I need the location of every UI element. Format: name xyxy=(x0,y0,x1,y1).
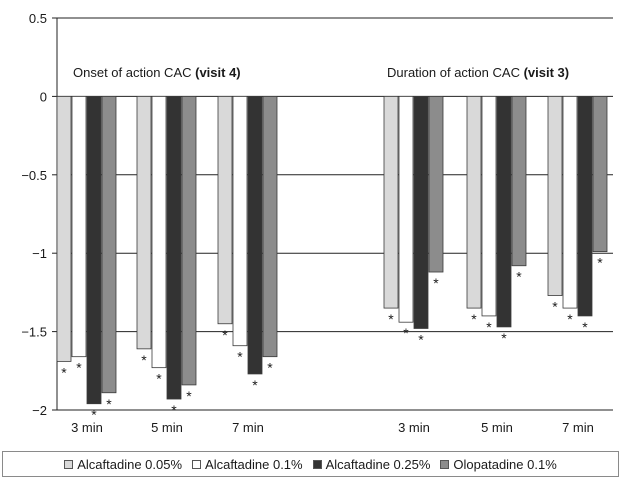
legend-item-alcaftadine-005: Alcaftadine 0.05% xyxy=(64,457,182,472)
significance-star: * xyxy=(433,275,439,291)
significance-star: * xyxy=(156,371,162,387)
panel-titles: Onset of action CAC (visit 4) Duration of… xyxy=(73,65,569,80)
significance-star: * xyxy=(471,311,477,327)
significance-star: * xyxy=(582,319,588,335)
panel-title: Onset of action CAC (visit 4) xyxy=(73,65,241,80)
y-tick-label: 0.5 xyxy=(29,11,47,26)
panel-title-visit: (visit 4) xyxy=(195,65,241,80)
legend-swatch-alcaftadine-025 xyxy=(312,459,322,469)
significance-star: * xyxy=(567,311,573,327)
bar xyxy=(166,96,182,400)
bar xyxy=(511,96,527,267)
y-tick-label: −0.5 xyxy=(21,168,47,183)
significance-star: * xyxy=(267,360,273,376)
significance-star: * xyxy=(237,349,243,365)
significance-star: * xyxy=(252,377,258,393)
bar xyxy=(247,96,263,375)
y-tick-label: −1 xyxy=(32,246,47,261)
significance-star: * xyxy=(91,407,97,423)
bar xyxy=(151,96,167,369)
legend-label: Alcaftadine 0.25% xyxy=(325,456,431,472)
bar xyxy=(466,96,482,309)
significance-star: * xyxy=(403,325,409,341)
legend-item-olopatadine-01: Olopatadine 0.1% xyxy=(440,456,557,472)
bar xyxy=(217,96,233,325)
bar xyxy=(181,96,197,386)
panel-title-text: Onset of action CAC xyxy=(73,65,195,80)
significance-star: * xyxy=(418,331,424,347)
significance-star: * xyxy=(141,352,147,368)
legend-item-alcaftadine-01: Alcaftadine 0.1% xyxy=(192,457,303,472)
legend-label: Olopatadine 0.1% xyxy=(453,456,557,472)
bar xyxy=(86,96,102,405)
bar xyxy=(136,96,152,350)
bar xyxy=(547,96,563,296)
significance-star: * xyxy=(486,319,492,335)
significance-star: * xyxy=(106,396,112,412)
x-tick-label: 3 min xyxy=(71,420,103,435)
y-tick-label: 0 xyxy=(40,89,47,104)
bar xyxy=(262,96,278,358)
y-tick-label: −2 xyxy=(32,403,47,418)
bar xyxy=(413,96,429,329)
legend-swatch-alcaftadine-01 xyxy=(192,459,202,469)
legend-label: Alcaftadine 0.1% xyxy=(205,456,303,472)
x-tick-label: 7 min xyxy=(232,420,264,435)
bar xyxy=(101,96,117,394)
significance-star: * xyxy=(516,269,522,285)
bar xyxy=(383,96,399,309)
significance-star: * xyxy=(597,255,603,271)
bars xyxy=(56,96,608,405)
y-axis: 0.5 0 −0.5 −1 −1.5 −2 xyxy=(21,11,58,418)
x-tick-labels: 3 min 5 min 7 min 3 min 5 min 7 min xyxy=(71,420,594,435)
y-tick-label: −1.5 xyxy=(21,325,47,340)
bar xyxy=(232,96,248,347)
bar xyxy=(428,96,444,273)
significance-markers: * * * * * * * * * * * * * * * * * * * * * * * * xyxy=(61,255,603,423)
significance-star: * xyxy=(388,311,394,327)
significance-star: * xyxy=(186,388,192,404)
chart: 0.5 0 −0.5 −1 −1.5 −2 Onset of action CAC (vi… xyxy=(21,11,613,435)
x-tick-label: 5 min xyxy=(481,420,513,435)
panel-title-text: Duration of action CAC xyxy=(387,65,524,80)
bar xyxy=(56,96,72,362)
bar xyxy=(398,96,414,323)
significance-star: * xyxy=(171,402,177,418)
legend-label: Alcaftadine 0.05% xyxy=(77,456,183,472)
significance-star: * xyxy=(222,327,228,343)
panel-title: Duration of action CAC (visit 3) xyxy=(387,65,569,80)
legend-item-alcaftadine-025: Alcaftadine 0.25% xyxy=(312,456,431,472)
bar xyxy=(481,96,497,317)
legend-swatch-alcaftadine-005 xyxy=(64,459,74,469)
significance-star: * xyxy=(76,360,82,376)
bar xyxy=(496,96,512,328)
x-tick-label: 3 min xyxy=(398,420,430,435)
x-tick-label: 5 min xyxy=(151,420,183,435)
significance-star: * xyxy=(552,299,558,315)
panel-title-visit: (visit 3) xyxy=(524,65,570,80)
bar xyxy=(562,96,578,309)
bar xyxy=(71,96,87,358)
bar xyxy=(592,96,608,253)
significance-star: * xyxy=(61,364,67,380)
x-tick-label: 7 min xyxy=(562,420,594,435)
bar xyxy=(577,96,593,317)
legend: Alcaftadine 0.05% Alcaftadine 0.1% Alcaf… xyxy=(2,451,619,477)
legend-swatch-olopatadine-01 xyxy=(440,459,450,469)
significance-star: * xyxy=(501,330,507,346)
